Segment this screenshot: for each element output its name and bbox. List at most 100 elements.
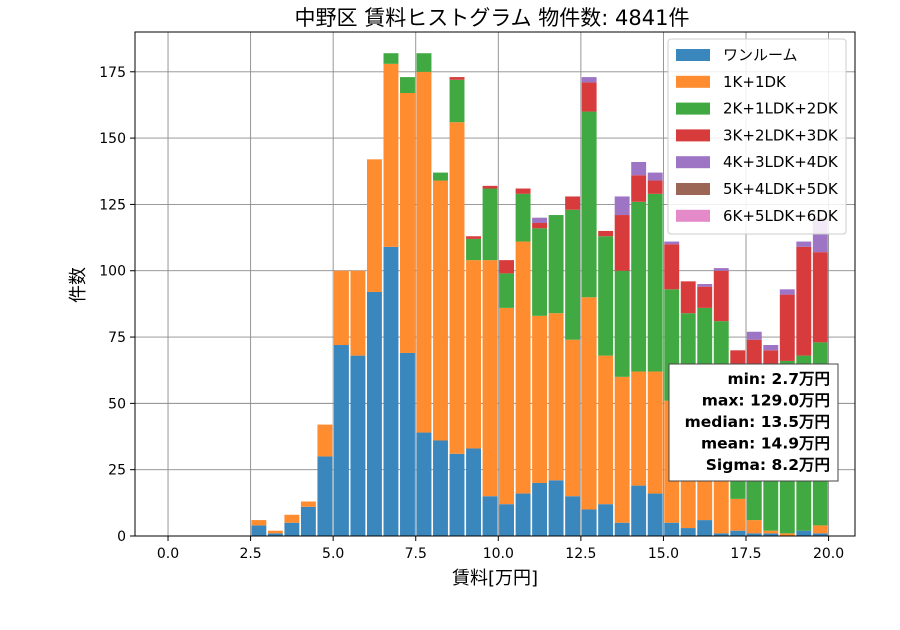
- legend-frame: [667, 38, 847, 235]
- bar-0-3: [300, 506, 316, 536]
- bar-2-16: [515, 193, 531, 242]
- bar-4-22: [614, 196, 630, 216]
- bar-0-17: [532, 482, 548, 536]
- bar-3-13: [466, 236, 481, 239]
- bar-0-1: [267, 533, 283, 536]
- y-axis-ticks: 0 25 50 75 100 125 150 175: [99, 65, 135, 545]
- bar-2-10: [416, 53, 432, 72]
- bar-1-4: [317, 424, 333, 457]
- legend-entry-0: ワンルーム: [723, 46, 798, 64]
- y-axis-label: 件数: [68, 267, 89, 303]
- bar-0-14: [482, 496, 498, 536]
- legend-swatch-1: [676, 75, 710, 88]
- axes: [134, 31, 856, 537]
- y-tick-label-2: 50: [108, 396, 126, 412]
- legend-swatch-4: [676, 156, 710, 169]
- legend-swatch-5: [676, 183, 710, 195]
- bar-0-24: [647, 493, 663, 536]
- y-tick-label-0: 0: [117, 529, 126, 545]
- chart-title: 中野区 賃料ヒストグラム 物件数: 4841件: [295, 6, 690, 30]
- x-tick-label-0: 0.0: [157, 546, 179, 562]
- bar-1-23: [631, 371, 647, 486]
- bar-1-24: [647, 371, 663, 494]
- bar-1-20: [581, 297, 597, 510]
- bar-3-32: [779, 294, 795, 361]
- x-tick-label-3: 7.5: [405, 546, 427, 562]
- legend-entry-6: 6K+5LDK+6DK: [723, 207, 839, 225]
- bar-4-17: [532, 217, 548, 223]
- bar-3-34: [812, 252, 828, 343]
- bar-1-5: [333, 270, 349, 346]
- x-tick-label-8: 20.0: [813, 546, 844, 562]
- bar-1-8: [383, 63, 399, 247]
- bar-1-14: [482, 260, 498, 497]
- bar-0-6: [350, 355, 366, 536]
- bar-3-26: [680, 281, 696, 314]
- bar-1-7: [366, 159, 382, 292]
- x-axis-ticks: 0.0 2.5 5.0 7.5 10.0 12.5 15.0 17.5 20.0: [157, 536, 844, 562]
- bar-1-29: [730, 498, 746, 531]
- x-tick-label-7: 17.5: [730, 546, 761, 562]
- bar-1-16: [515, 241, 531, 494]
- bar-0-11: [433, 440, 448, 536]
- bar-1-2: [284, 514, 300, 523]
- bar-4-20: [581, 77, 597, 83]
- bar-0-16: [515, 493, 531, 536]
- bar-3-24: [647, 180, 663, 194]
- bar-3-17: [532, 222, 548, 229]
- bar-1-12: [449, 122, 465, 454]
- legend-swatch-2: [676, 102, 710, 115]
- bar-0-18: [548, 480, 564, 536]
- bar-2-18: [548, 215, 564, 314]
- bar-0-4: [317, 456, 333, 536]
- legend-entry-1: 1K+1DK: [723, 73, 787, 91]
- bar-3-16: [515, 188, 531, 194]
- x-tick-label-2: 5.0: [322, 546, 344, 562]
- bar-2-17: [532, 228, 548, 316]
- bar-0-21: [598, 504, 614, 536]
- bar-2-8: [383, 53, 399, 64]
- bar-4-27: [697, 284, 713, 287]
- stats-box: min: 2.7万円 max: 129.0万円 median: 13.5万円 mean…: [668, 363, 839, 482]
- bar-0-19: [565, 496, 581, 536]
- legend-swatch-6: [676, 209, 710, 222]
- bar-4-28: [713, 268, 729, 271]
- bar-0-15: [499, 504, 515, 536]
- bar-1-17: [532, 315, 548, 483]
- stats-line-2: median: 13.5万円: [685, 413, 830, 431]
- bar-1-10: [416, 71, 432, 433]
- legend-entry-3: 3K+2LDK+3DK: [723, 126, 839, 144]
- x-tick-label-4: 10.0: [483, 546, 514, 562]
- bar-4-30: [746, 331, 762, 340]
- bar-0-22: [614, 522, 630, 536]
- y-tick-label-5: 125: [99, 197, 126, 213]
- bar-4-24: [647, 172, 663, 181]
- bar-1-30: [746, 520, 762, 534]
- bar-1-15: [499, 307, 515, 505]
- bar-1-22: [614, 376, 630, 523]
- legend-swatch-0: [676, 49, 710, 61]
- bar-4-25: [664, 241, 680, 245]
- bar-2-13: [466, 238, 481, 261]
- y-tick-label-3: 75: [108, 330, 126, 346]
- bar-2-9: [400, 77, 415, 94]
- bar-0-27: [697, 520, 713, 536]
- x-tick-label-5: 12.5: [565, 546, 596, 562]
- bar-3-15: [499, 260, 515, 274]
- bar-1-18: [548, 313, 564, 481]
- bar-1-0: [251, 520, 267, 526]
- bar-2-15: [499, 273, 515, 308]
- bar-3-20: [581, 82, 597, 112]
- bar-1-31: [763, 530, 779, 534]
- x-tick-label-6: 15.0: [648, 546, 679, 562]
- bar-0-31: [763, 533, 779, 536]
- legend-entry-5: 5K+4LDK+5DK: [723, 180, 839, 198]
- y-tick-label-1: 25: [108, 463, 126, 479]
- bar-1-3: [300, 501, 316, 507]
- bar-0-8: [383, 246, 399, 536]
- y-tick-label-4: 100: [99, 264, 126, 280]
- bar-2-23: [631, 201, 647, 372]
- bar-4-33: [796, 241, 812, 247]
- bar-0-7: [366, 291, 382, 536]
